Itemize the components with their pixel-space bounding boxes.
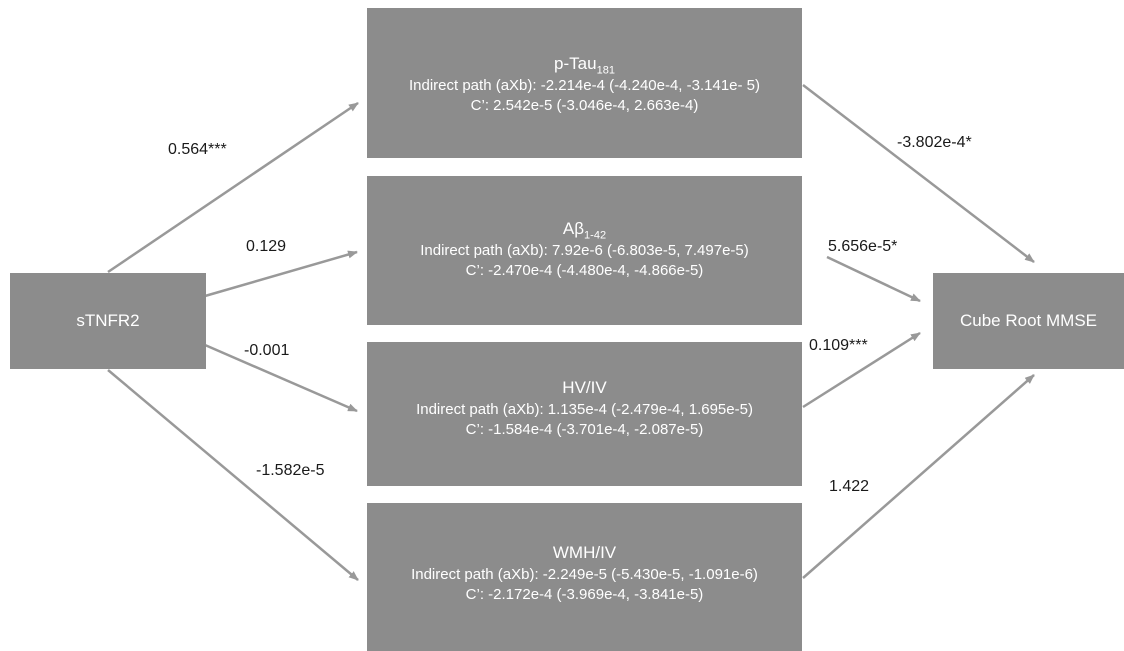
b-path-arrow-4 bbox=[802, 374, 1035, 579]
direct-path-4: C’: -2.172e-4 (-3.969e-4, -3.841e-5) bbox=[465, 586, 704, 604]
a-path-arrow-3 bbox=[204, 343, 358, 413]
b-path-coefficient-3: 0.109*** bbox=[809, 337, 868, 354]
b-path-arrow-2 bbox=[826, 255, 921, 303]
outcome-box: Cube Root MMSE bbox=[933, 273, 1124, 369]
indirect-path-1: Indirect path (aXb): -2.214e-4 (-4.240e-… bbox=[408, 77, 761, 95]
b-path-arrow-1 bbox=[802, 84, 1035, 263]
b-path-arrow-3 bbox=[802, 331, 921, 409]
mediator-title-2: Aβ1-42 bbox=[562, 219, 607, 242]
a-path-coefficient-4: -1.582e-5 bbox=[256, 462, 325, 479]
mediator-box-3: HV/IV Indirect path (aXb): 1.135e-4 (-2.… bbox=[367, 342, 802, 486]
indirect-path-4: Indirect path (aXb): -2.249e-5 (-5.430e-… bbox=[411, 566, 758, 584]
indirect-path-3: Indirect path (aXb): 1.135e-4 (-2.479e-4… bbox=[416, 401, 753, 419]
mediator-box-2: Aβ1-42 Indirect path (aXb): 7.92e-6 (-6.… bbox=[367, 176, 802, 325]
a-path-arrow-1 bbox=[107, 101, 359, 274]
mediator-box-1: p-Tau181 Indirect path (aXb): -2.214e-4 … bbox=[367, 8, 802, 158]
direct-path-1: C’: 2.542e-5 (-3.046e-4, 2.663e-4) bbox=[470, 97, 699, 115]
mediator-box-4: WMH/IV Indirect path (aXb): -2.249e-5 (-… bbox=[367, 503, 802, 651]
source-label: sTNFR2 bbox=[76, 311, 140, 330]
a-path-coefficient-3: -0.001 bbox=[244, 342, 290, 359]
mediator-title-1: p-Tau181 bbox=[554, 54, 615, 77]
direct-path-2: C’: -2.470e-4 (-4.480e-4, -4.866e-5) bbox=[465, 262, 704, 280]
a-path-arrow-2 bbox=[204, 250, 358, 298]
direct-path-3: C’: -1.584e-4 (-3.701e-4, -2.087e-5) bbox=[465, 421, 704, 439]
b-path-coefficient-1: -3.802e-4* bbox=[897, 134, 972, 151]
b-path-coefficient-2: 5.656e-5* bbox=[828, 238, 898, 255]
mediator-title-4: WMH/IV bbox=[552, 543, 617, 562]
b-path-coefficient-4: 1.422 bbox=[829, 478, 870, 495]
mediator-title-3: HV/IV bbox=[562, 378, 607, 397]
source-box: sTNFR2 bbox=[10, 273, 206, 369]
indirect-path-2: Indirect path (aXb): 7.92e-6 (-6.803e-5,… bbox=[420, 242, 749, 260]
outcome-label: Cube Root MMSE bbox=[960, 311, 1097, 330]
a-path-coefficient-2: 0.129 bbox=[246, 238, 287, 255]
a-path-arrow-4 bbox=[107, 369, 359, 581]
a-path-coefficient-1: 0.564*** bbox=[168, 141, 227, 158]
